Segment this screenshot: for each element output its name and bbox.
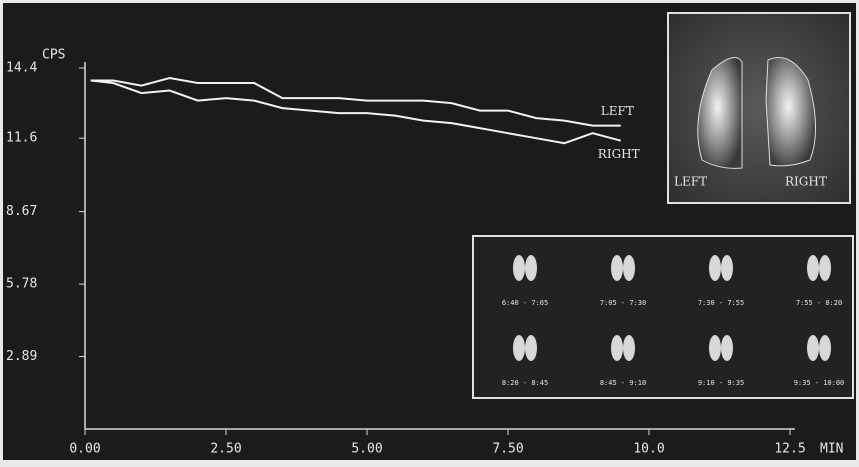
frame-lung: [623, 335, 635, 361]
frame-label: 9:35 - 10:00: [794, 379, 845, 387]
frame-lung: [819, 335, 831, 361]
frame-lung: [611, 335, 623, 361]
page: {"chart_data": { "type": "line", "y_labe…: [0, 0, 859, 463]
frame-lung: [721, 335, 733, 361]
frame-label: 9:10 - 9:35: [698, 379, 744, 387]
x-tick-label: 10.0: [633, 442, 664, 457]
y-tick-label: 14.4: [6, 61, 37, 76]
x-tick-label: 7.50: [492, 442, 523, 457]
y-tick-label: 8.67: [6, 204, 37, 219]
frame-lung: [819, 255, 831, 281]
lung-inset: LEFT RIGHT: [668, 13, 850, 203]
frame-label: 7:05 - 7:30: [600, 299, 646, 307]
frame-lung: [513, 255, 525, 281]
x-tick-label: 12.5: [774, 442, 805, 457]
frame-lung: [709, 255, 721, 281]
frame-lung: [709, 335, 721, 361]
x-axis-label: MIN: [820, 442, 843, 457]
inset-label: LEFT: [674, 175, 707, 189]
y-tick-label: 5.78: [6, 277, 37, 292]
x-tick-label: 0.00: [69, 442, 100, 457]
frame-label: 7:55 - 8:20: [796, 299, 842, 307]
chart: CPS MIN LEFT RIGHT 6:40 - 7:05 7:05 - 7:3…: [0, 0, 859, 463]
x-tick-label: 2.50: [210, 442, 241, 457]
frame-label: 8:20 - 8:45: [502, 379, 548, 387]
frame-lung: [513, 335, 525, 361]
frame-label: 8:45 - 9:10: [600, 379, 646, 387]
frame-lung: [807, 335, 819, 361]
frame-label: 7:30 - 7:55: [698, 299, 744, 307]
frame-lung: [525, 255, 537, 281]
series-label: LEFT: [601, 104, 634, 118]
series-label: RIGHT: [598, 147, 640, 161]
y-tick-label: 11.6: [6, 131, 37, 146]
y-tick-label: 2.89: [6, 349, 37, 364]
frame-lung: [721, 255, 733, 281]
frame-lung: [623, 255, 635, 281]
frame-lung: [611, 255, 623, 281]
inset-label: RIGHT: [785, 175, 827, 189]
frame-label: 6:40 - 7:05: [502, 299, 548, 307]
frame-lung: [525, 335, 537, 361]
frame-lung: [807, 255, 819, 281]
y-axis-label: CPS: [42, 48, 65, 63]
x-tick-label: 5.00: [351, 442, 382, 457]
